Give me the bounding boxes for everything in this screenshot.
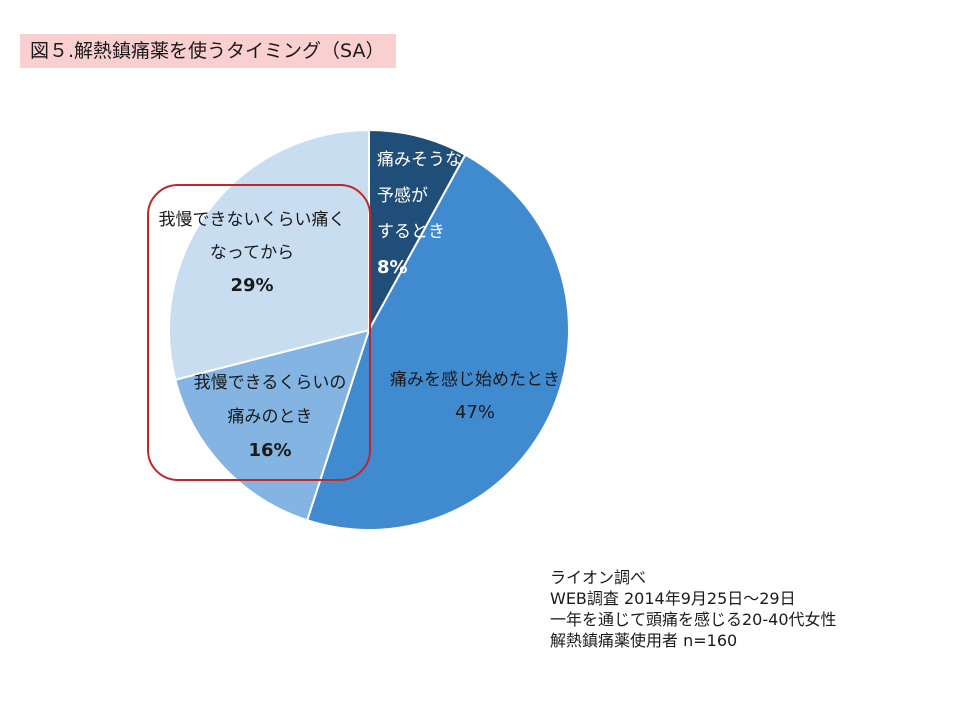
slice-label: 予感が [377,186,428,206]
source-line: 解熱鎮痛薬使用者 n=160 [550,631,738,650]
slice-label: 痛みを感じ始めたとき [390,370,560,390]
slice-label: なってから [210,243,294,263]
slice-label: 我慢できるくらいの [194,372,347,393]
slice-percent-label: 8% [377,257,408,278]
slice-pain-expected [368,128,467,331]
source-line: 一年を通じて頭痛を感じる20-40代女性 [550,610,837,629]
slice-label: 痛みそうな [377,150,462,170]
slice-pain-starting [305,153,570,531]
slice-percent-label: 29% [230,275,273,296]
slice-percent-label: 16% [248,440,291,461]
highlight-box [147,184,371,481]
slice-label: するとき [377,222,445,242]
slice-percent-label: 47% [455,402,495,423]
slice-unbearable-pain [168,128,370,381]
source-line: WEB調査 2014年9月25日～29日 [550,589,796,608]
slice-label: 痛みのとき [228,407,313,427]
source-line: ライオン調べ [550,568,647,587]
source-note: ライオン調べ WEB調査 2014年9月25日～29日 一年を通じて頭痛を感じる… [550,567,837,651]
chart-title: 図５.解熱鎮痛薬を使うタイミング（SA） [20,34,396,68]
slice-label: 我慢できないくらい痛く [159,209,346,230]
slice-bearable-pain [174,328,371,522]
